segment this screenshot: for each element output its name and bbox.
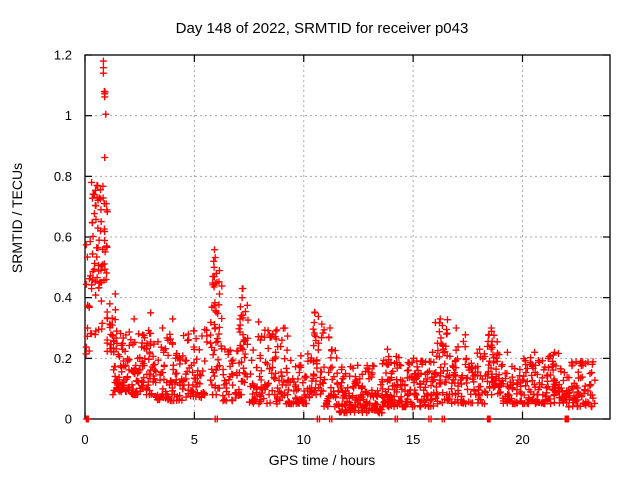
svg-text:1.2: 1.2 bbox=[54, 48, 72, 63]
axis-ticks bbox=[84, 54, 610, 420]
svg-text:0.8: 0.8 bbox=[54, 169, 72, 184]
data-points-layer bbox=[82, 57, 599, 423]
x-axis-label: GPS time / hours bbox=[269, 452, 376, 468]
svg-text:0: 0 bbox=[65, 412, 72, 427]
svg-text:0.4: 0.4 bbox=[54, 290, 72, 305]
axis-tick-labels: 0 5 10 15 20 0 0.2 0.4 0.6 0.8 1 1.2 bbox=[54, 48, 530, 448]
svg-text:5: 5 bbox=[191, 432, 198, 447]
svg-text:0.2: 0.2 bbox=[54, 351, 72, 366]
grid-lines bbox=[85, 55, 610, 419]
svg-text:0: 0 bbox=[81, 432, 88, 447]
chart-title: Day 148 of 2022, SRMTID for receiver p04… bbox=[176, 20, 469, 37]
svg-text:20: 20 bbox=[515, 432, 529, 447]
svg-text:0.6: 0.6 bbox=[54, 230, 72, 245]
svg-text:15: 15 bbox=[406, 432, 420, 447]
svg-text:1: 1 bbox=[65, 108, 72, 123]
svg-text:10: 10 bbox=[297, 432, 311, 447]
y-axis-label: SRMTID / TECUs bbox=[9, 163, 25, 273]
